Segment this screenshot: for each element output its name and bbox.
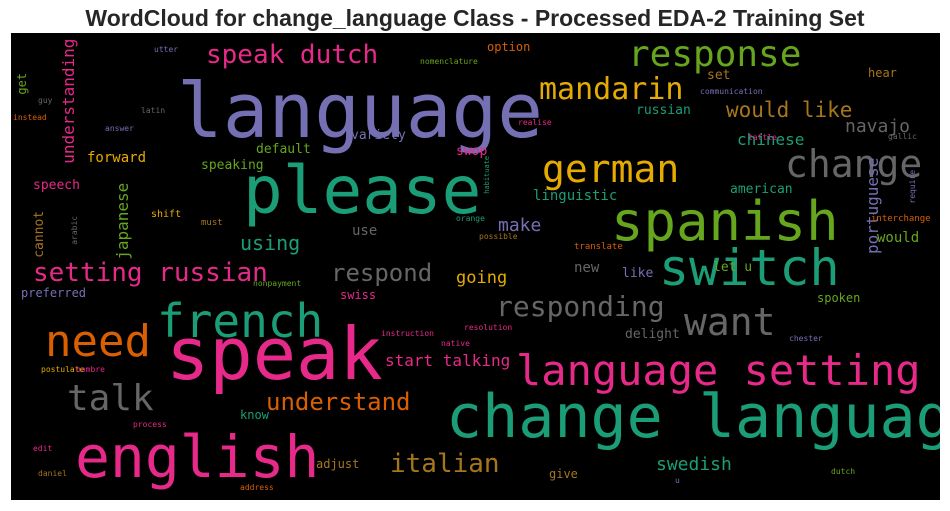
word-communication: communication bbox=[700, 87, 763, 96]
word-get: get bbox=[15, 72, 29, 95]
word-language: language bbox=[177, 66, 544, 155]
word-native: native bbox=[441, 339, 470, 348]
word-understand: understand bbox=[266, 388, 411, 416]
word-start-talking: start talking bbox=[385, 351, 511, 370]
word-responding: responding bbox=[496, 290, 665, 323]
word-gallic: gallic bbox=[888, 132, 917, 141]
word-would-like: would like bbox=[726, 98, 853, 122]
word-want: want bbox=[684, 300, 776, 344]
word-new: new bbox=[574, 260, 600, 276]
word-delight: delight bbox=[625, 327, 680, 342]
word-instead: instead bbox=[13, 113, 47, 122]
word-change: change bbox=[785, 142, 923, 186]
word-interchange: interchange bbox=[871, 214, 931, 224]
word-hombre: hombre bbox=[76, 365, 105, 374]
word-guy: guy bbox=[38, 96, 53, 105]
word-change-language: change language bbox=[446, 382, 940, 452]
word-postulate: postulate bbox=[41, 365, 85, 374]
word-respond: respond bbox=[331, 259, 433, 287]
word-english: english bbox=[75, 423, 320, 491]
word-mandarin: mandarin bbox=[539, 72, 684, 107]
word-u: u bbox=[675, 476, 680, 485]
word-daniel: daniel bbox=[38, 469, 67, 478]
word-edit: edit bbox=[33, 444, 53, 453]
word-using: using bbox=[240, 231, 301, 255]
word-shift: shift bbox=[151, 209, 182, 220]
word-variety: variety bbox=[351, 128, 406, 143]
word-possible: possible bbox=[479, 232, 518, 241]
word-let-u: let u bbox=[713, 260, 753, 275]
word-setting-russian: setting russian bbox=[33, 258, 268, 288]
word-realise: realise bbox=[518, 118, 552, 127]
word-navajo: navajo bbox=[845, 116, 911, 137]
word-speak-dutch: speak dutch bbox=[206, 40, 379, 70]
word-please: please bbox=[243, 152, 482, 229]
word-italian: italian bbox=[390, 449, 500, 479]
word-resolution: resolution bbox=[464, 323, 513, 332]
word-talk: talk bbox=[67, 378, 154, 419]
word-response: response bbox=[628, 34, 802, 75]
word-instruction: instruction bbox=[381, 329, 434, 338]
word-linguistic: linguistic bbox=[533, 188, 618, 204]
word-american: american bbox=[730, 182, 793, 197]
word-adjust: adjust bbox=[316, 457, 360, 471]
word-arabic: arabic bbox=[70, 215, 79, 245]
word-dutch: dutch bbox=[831, 467, 856, 476]
word-swedish: swedish bbox=[656, 454, 732, 475]
word-russian: russian bbox=[636, 103, 691, 118]
word-answer: answer bbox=[105, 124, 134, 133]
word-speaking: speaking bbox=[201, 158, 264, 173]
word-speech: speech bbox=[33, 178, 80, 193]
word-speak: speak bbox=[166, 312, 383, 396]
word-must: must bbox=[201, 218, 223, 228]
word-need: need bbox=[45, 316, 151, 367]
word-spoken: spoken bbox=[817, 291, 861, 305]
word-tattle: tattle bbox=[748, 133, 777, 142]
word-going: going bbox=[456, 268, 508, 288]
word-swiss: swiss bbox=[340, 288, 377, 302]
word-japanese: japanese bbox=[113, 182, 132, 260]
chart-title: WordCloud for change_language Class - Pr… bbox=[85, 5, 865, 31]
wordcloud-canvas: language speak please change language englis… bbox=[11, 33, 940, 500]
word-orange: orange bbox=[456, 214, 485, 223]
word-habituate: habituate bbox=[483, 155, 491, 194]
word-address: address bbox=[240, 483, 274, 492]
word-would: would bbox=[877, 230, 920, 246]
word-french: french bbox=[157, 294, 324, 348]
word-switch: switch bbox=[659, 239, 840, 297]
word-like: like bbox=[622, 266, 654, 281]
word-nomenclature: nomenclature bbox=[420, 57, 478, 66]
word-know: know bbox=[240, 408, 269, 422]
word-default: default bbox=[256, 142, 311, 157]
word-make: make bbox=[498, 215, 542, 236]
word-forward: forward bbox=[87, 150, 147, 166]
word-chester: chester bbox=[789, 334, 823, 343]
word-utter: utter bbox=[154, 45, 179, 54]
word-preferred: preferred bbox=[21, 286, 87, 300]
word-german: german bbox=[542, 147, 680, 191]
word-option: option bbox=[487, 40, 531, 54]
word-chinese: chinese bbox=[737, 130, 805, 149]
word-spanish: spanish bbox=[611, 190, 839, 253]
word-give: give bbox=[549, 467, 578, 481]
word-understanding: understanding bbox=[59, 38, 78, 164]
word-cannot: cannot bbox=[32, 210, 47, 258]
word-hear: hear bbox=[868, 66, 897, 80]
word-translate: translate bbox=[574, 242, 623, 252]
word-swop: swop bbox=[456, 144, 488, 159]
word-require: require bbox=[908, 169, 917, 204]
word-set: set bbox=[707, 68, 731, 83]
word-nonpayment: nonpayment bbox=[253, 279, 302, 288]
word-use: use bbox=[352, 223, 378, 239]
word-latin: latin bbox=[141, 106, 166, 115]
word-process: process bbox=[133, 420, 167, 429]
word-language-setting: language setting bbox=[516, 346, 921, 395]
